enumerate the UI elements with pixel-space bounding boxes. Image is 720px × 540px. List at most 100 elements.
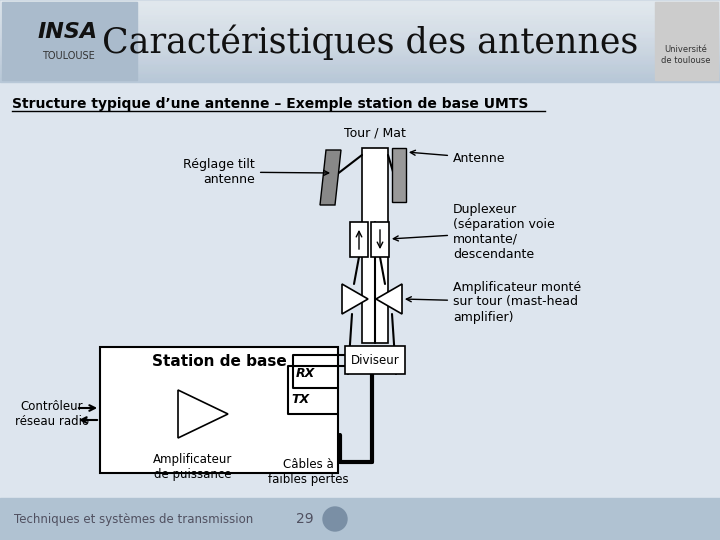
Bar <box>0 59 720 60</box>
Bar <box>0 20 720 21</box>
Bar <box>371 222 389 257</box>
Bar <box>0 50 720 51</box>
Bar <box>0 56 720 57</box>
Bar <box>0 55 720 56</box>
Bar <box>0 71 720 72</box>
Text: TOULOUSE: TOULOUSE <box>42 51 94 61</box>
Bar <box>0 51 720 52</box>
Bar <box>0 23 720 24</box>
Bar <box>0 2 720 3</box>
Bar <box>0 12 720 13</box>
Bar <box>0 34 720 35</box>
Bar <box>0 7 720 8</box>
Bar <box>655 2 718 80</box>
Bar <box>0 43 720 44</box>
Bar <box>0 67 720 68</box>
Bar <box>0 48 720 49</box>
Bar <box>345 346 405 374</box>
Bar <box>0 25 720 26</box>
Text: Structure typique d’une antenne – Exemple station de base UMTS: Structure typique d’une antenne – Exempl… <box>12 97 528 111</box>
Bar <box>0 30 720 31</box>
Bar <box>0 62 720 63</box>
Polygon shape <box>392 148 406 202</box>
Bar <box>0 14 720 15</box>
Bar <box>0 75 720 76</box>
Bar <box>0 63 720 64</box>
Bar <box>0 21 720 22</box>
Bar <box>0 49 720 50</box>
Text: Techniques et systèmes de transmission: Techniques et systèmes de transmission <box>14 512 253 525</box>
Bar <box>0 33 720 34</box>
Bar <box>0 77 720 78</box>
Text: Câbles à
faibles pertes: Câbles à faibles pertes <box>268 458 348 486</box>
Bar <box>0 57 720 58</box>
Bar <box>0 79 720 80</box>
Bar <box>0 13 720 14</box>
Bar <box>0 76 720 77</box>
Text: INSA: INSA <box>38 22 98 42</box>
Bar <box>0 15 720 16</box>
Bar <box>0 72 720 73</box>
Polygon shape <box>342 284 368 314</box>
Bar <box>0 58 720 59</box>
Bar <box>0 9 720 10</box>
Bar <box>0 64 720 65</box>
Bar <box>0 35 720 36</box>
Bar <box>0 17 720 18</box>
Bar <box>0 41 720 42</box>
Bar <box>0 19 720 20</box>
Bar <box>0 5 720 6</box>
Text: Tour / Mat: Tour / Mat <box>344 127 406 140</box>
Text: TX: TX <box>291 393 309 406</box>
Bar <box>0 61 720 62</box>
Text: Antenne: Antenne <box>410 150 505 165</box>
Bar <box>0 0 720 82</box>
Bar <box>0 66 720 67</box>
Bar <box>2 2 137 80</box>
Bar <box>0 498 720 540</box>
Bar <box>350 222 368 257</box>
Polygon shape <box>178 390 228 438</box>
Circle shape <box>323 507 347 531</box>
Bar <box>0 24 720 25</box>
Bar <box>0 10 720 11</box>
Bar <box>0 73 720 74</box>
Bar <box>0 52 720 53</box>
Bar <box>0 31 720 32</box>
Bar <box>0 46 720 47</box>
Bar <box>0 65 720 66</box>
Text: Duplexeur
(séparation voie
montante/
descendante: Duplexeur (séparation voie montante/ des… <box>393 203 554 261</box>
Bar <box>0 69 720 70</box>
Text: RX: RX <box>296 367 315 380</box>
Bar <box>0 36 720 37</box>
Bar <box>0 6 720 7</box>
Text: Université
de toulouse: Université de toulouse <box>661 45 711 65</box>
Bar <box>0 11 720 12</box>
Bar <box>0 40 720 41</box>
Bar <box>0 1 720 2</box>
Text: Amplificateur monté
sur tour (mast-head
amplifier): Amplificateur monté sur tour (mast-head … <box>406 280 581 323</box>
Polygon shape <box>376 284 402 314</box>
Bar <box>0 47 720 48</box>
Bar <box>0 3 720 4</box>
Bar <box>0 32 720 33</box>
Bar <box>0 0 720 1</box>
Bar <box>0 28 720 29</box>
Polygon shape <box>320 150 341 205</box>
Bar <box>0 18 720 19</box>
Text: Caractéristiques des antennes: Caractéristiques des antennes <box>102 24 638 60</box>
Text: 29: 29 <box>296 512 314 526</box>
Bar <box>0 80 720 81</box>
Bar <box>100 347 338 473</box>
Bar <box>0 39 720 40</box>
Bar <box>0 38 720 39</box>
Text: Amplificateur
de puissance: Amplificateur de puissance <box>153 453 233 481</box>
Bar <box>0 70 720 71</box>
Bar <box>0 74 720 75</box>
Bar <box>0 29 720 30</box>
Bar <box>0 16 720 17</box>
Bar <box>0 53 720 54</box>
Text: Station de base: Station de base <box>152 354 287 368</box>
Bar <box>0 37 720 38</box>
Text: Diviseur: Diviseur <box>351 354 400 367</box>
